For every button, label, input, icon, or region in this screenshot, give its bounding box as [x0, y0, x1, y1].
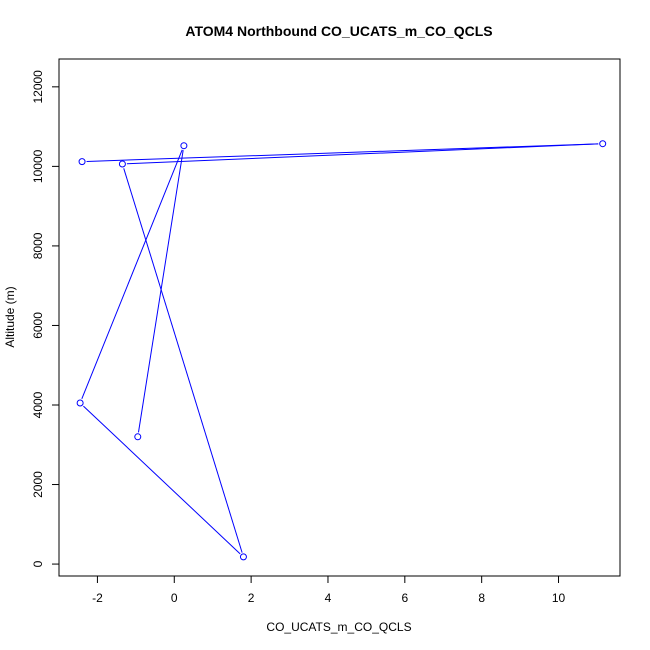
y-tick-label: 2000: [31, 471, 45, 498]
series-segment: [123, 168, 243, 553]
y-tick-label: 6000: [31, 312, 45, 339]
y-tick-label: 8000: [31, 232, 45, 259]
series-segment: [137, 150, 184, 433]
data-point: [118, 160, 126, 168]
data-point: [76, 399, 84, 407]
series-layer: [76, 140, 607, 561]
chart-title: ATOM4 Northbound CO_UCATS_m_CO_QCLS: [185, 23, 492, 39]
x-tick-label: 8: [478, 591, 485, 605]
x-tick-label: 0: [171, 591, 178, 605]
x-axis-label: CO_UCATS_m_CO_QCLS: [266, 620, 411, 634]
x-axis: -2 0 2 4 6 8 10: [92, 576, 566, 605]
series-segment: [126, 143, 599, 165]
x-tick-label: 6: [401, 591, 408, 605]
data-point: [599, 140, 607, 148]
x-tick-label: 2: [248, 591, 255, 605]
data-point: [134, 433, 142, 441]
data-point: [78, 158, 86, 166]
data-point: [180, 142, 188, 150]
x-tick-label: -2: [92, 591, 103, 605]
series-segment: [86, 143, 599, 162]
y-tick-label: 12000: [31, 70, 45, 104]
data-point: [239, 553, 247, 561]
x-tick-label: 10: [552, 591, 566, 605]
y-tick-label: 0: [31, 560, 45, 567]
x-tick-label: 4: [325, 591, 332, 605]
y-tick-label: 4000: [31, 391, 45, 418]
series-segment: [83, 405, 241, 555]
plot-frame: [58, 58, 621, 577]
series-segment: [81, 149, 183, 400]
y-tick-label: 10000: [31, 149, 45, 183]
y-axis-label: Altitude (m): [3, 286, 17, 347]
y-axis: 0 2000 4000 6000 8000 10000 12000: [31, 70, 59, 567]
